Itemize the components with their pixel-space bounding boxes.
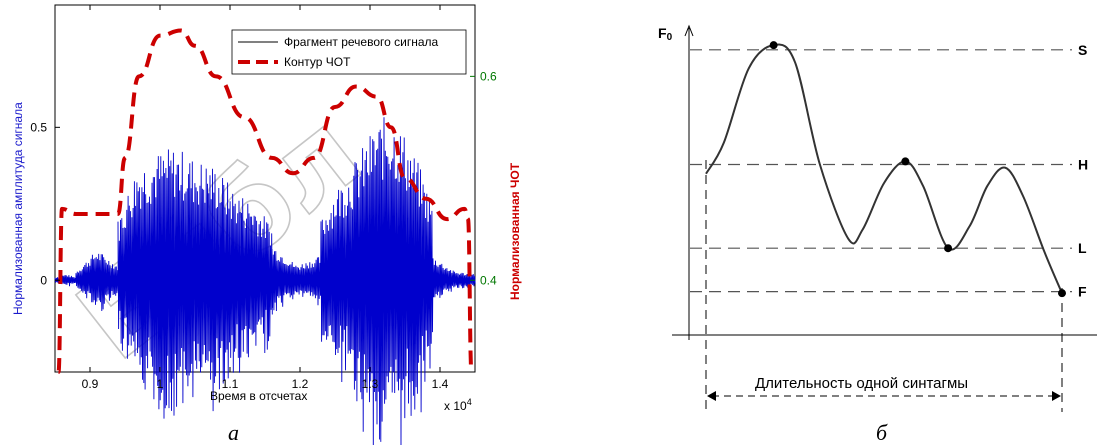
y-axis-arrow <box>684 24 694 37</box>
point-h <box>901 157 910 166</box>
duration-annotation: Длительность одной синтагмы <box>755 375 968 392</box>
y-axis-label-b: F0 <box>658 25 673 43</box>
chart-a: 0.9 1 1.1 1.2 1.3 1.4 0 0.5 0.4 0.6 Фрагмент рече… <box>11 4 522 445</box>
intonation-curve <box>705 43 1063 294</box>
legend-label-contour: Контур ЧОТ <box>284 55 351 69</box>
y-left-tick-label: 0 <box>40 273 47 287</box>
x-tick-label: 1.2 <box>292 377 309 391</box>
signal-waveform <box>54 117 476 445</box>
legend: Фрагмент речевого сигнала Контур ЧОТ <box>231 29 467 75</box>
annotation-bg <box>748 371 980 393</box>
panel-caption-a: а <box>228 420 239 445</box>
level-label-h: H <box>1078 157 1088 173</box>
x-tick-label: 1 <box>157 377 164 391</box>
point-s <box>769 41 778 50</box>
x-tick-label: 1.1 <box>222 377 239 391</box>
point-l <box>944 244 953 253</box>
marked-points <box>769 41 1066 298</box>
legend-label-signal: Фрагмент речевого сигнала <box>284 35 439 49</box>
y-axis-label-right: Нормализованная ЧОТ <box>508 162 522 300</box>
legend-box <box>231 29 467 75</box>
panel-caption-b: б <box>876 420 888 445</box>
x-tick-label: 1.4 <box>432 377 449 391</box>
plot-frame-a <box>54 4 476 373</box>
axes-ticks-a: 0.9 1 1.1 1.2 1.3 1.4 0 0.5 0.4 0.6 <box>30 5 497 391</box>
x-exponent: x 104 <box>444 397 472 413</box>
level-label-l: L <box>1078 240 1087 256</box>
speech-signal-series <box>54 117 476 445</box>
level-label-s: S <box>1078 42 1087 58</box>
chart-b: F0 S H L F Длительность одной синтагмы б <box>658 24 1097 445</box>
f0-contour-series <box>56 28 474 374</box>
x-tick-label: 0.9 <box>82 377 99 391</box>
duration-arrow-head-right <box>1052 391 1061 401</box>
y-right-tick-label: 0.4 <box>480 273 497 287</box>
x-tick-label: 1.3 <box>362 377 379 391</box>
duration-arrow-head-left <box>707 391 716 401</box>
y-axis-label-left: Нормализованная амплитуда сигнала <box>11 102 25 315</box>
level-lines: S H L F <box>690 42 1088 300</box>
y-left-tick-label: 0.5 <box>30 120 47 134</box>
level-label-f: F <box>1078 284 1087 300</box>
x-axis-label-a: Время в отсчетах <box>210 389 307 403</box>
y-right-tick-label: 0.6 <box>480 69 497 83</box>
